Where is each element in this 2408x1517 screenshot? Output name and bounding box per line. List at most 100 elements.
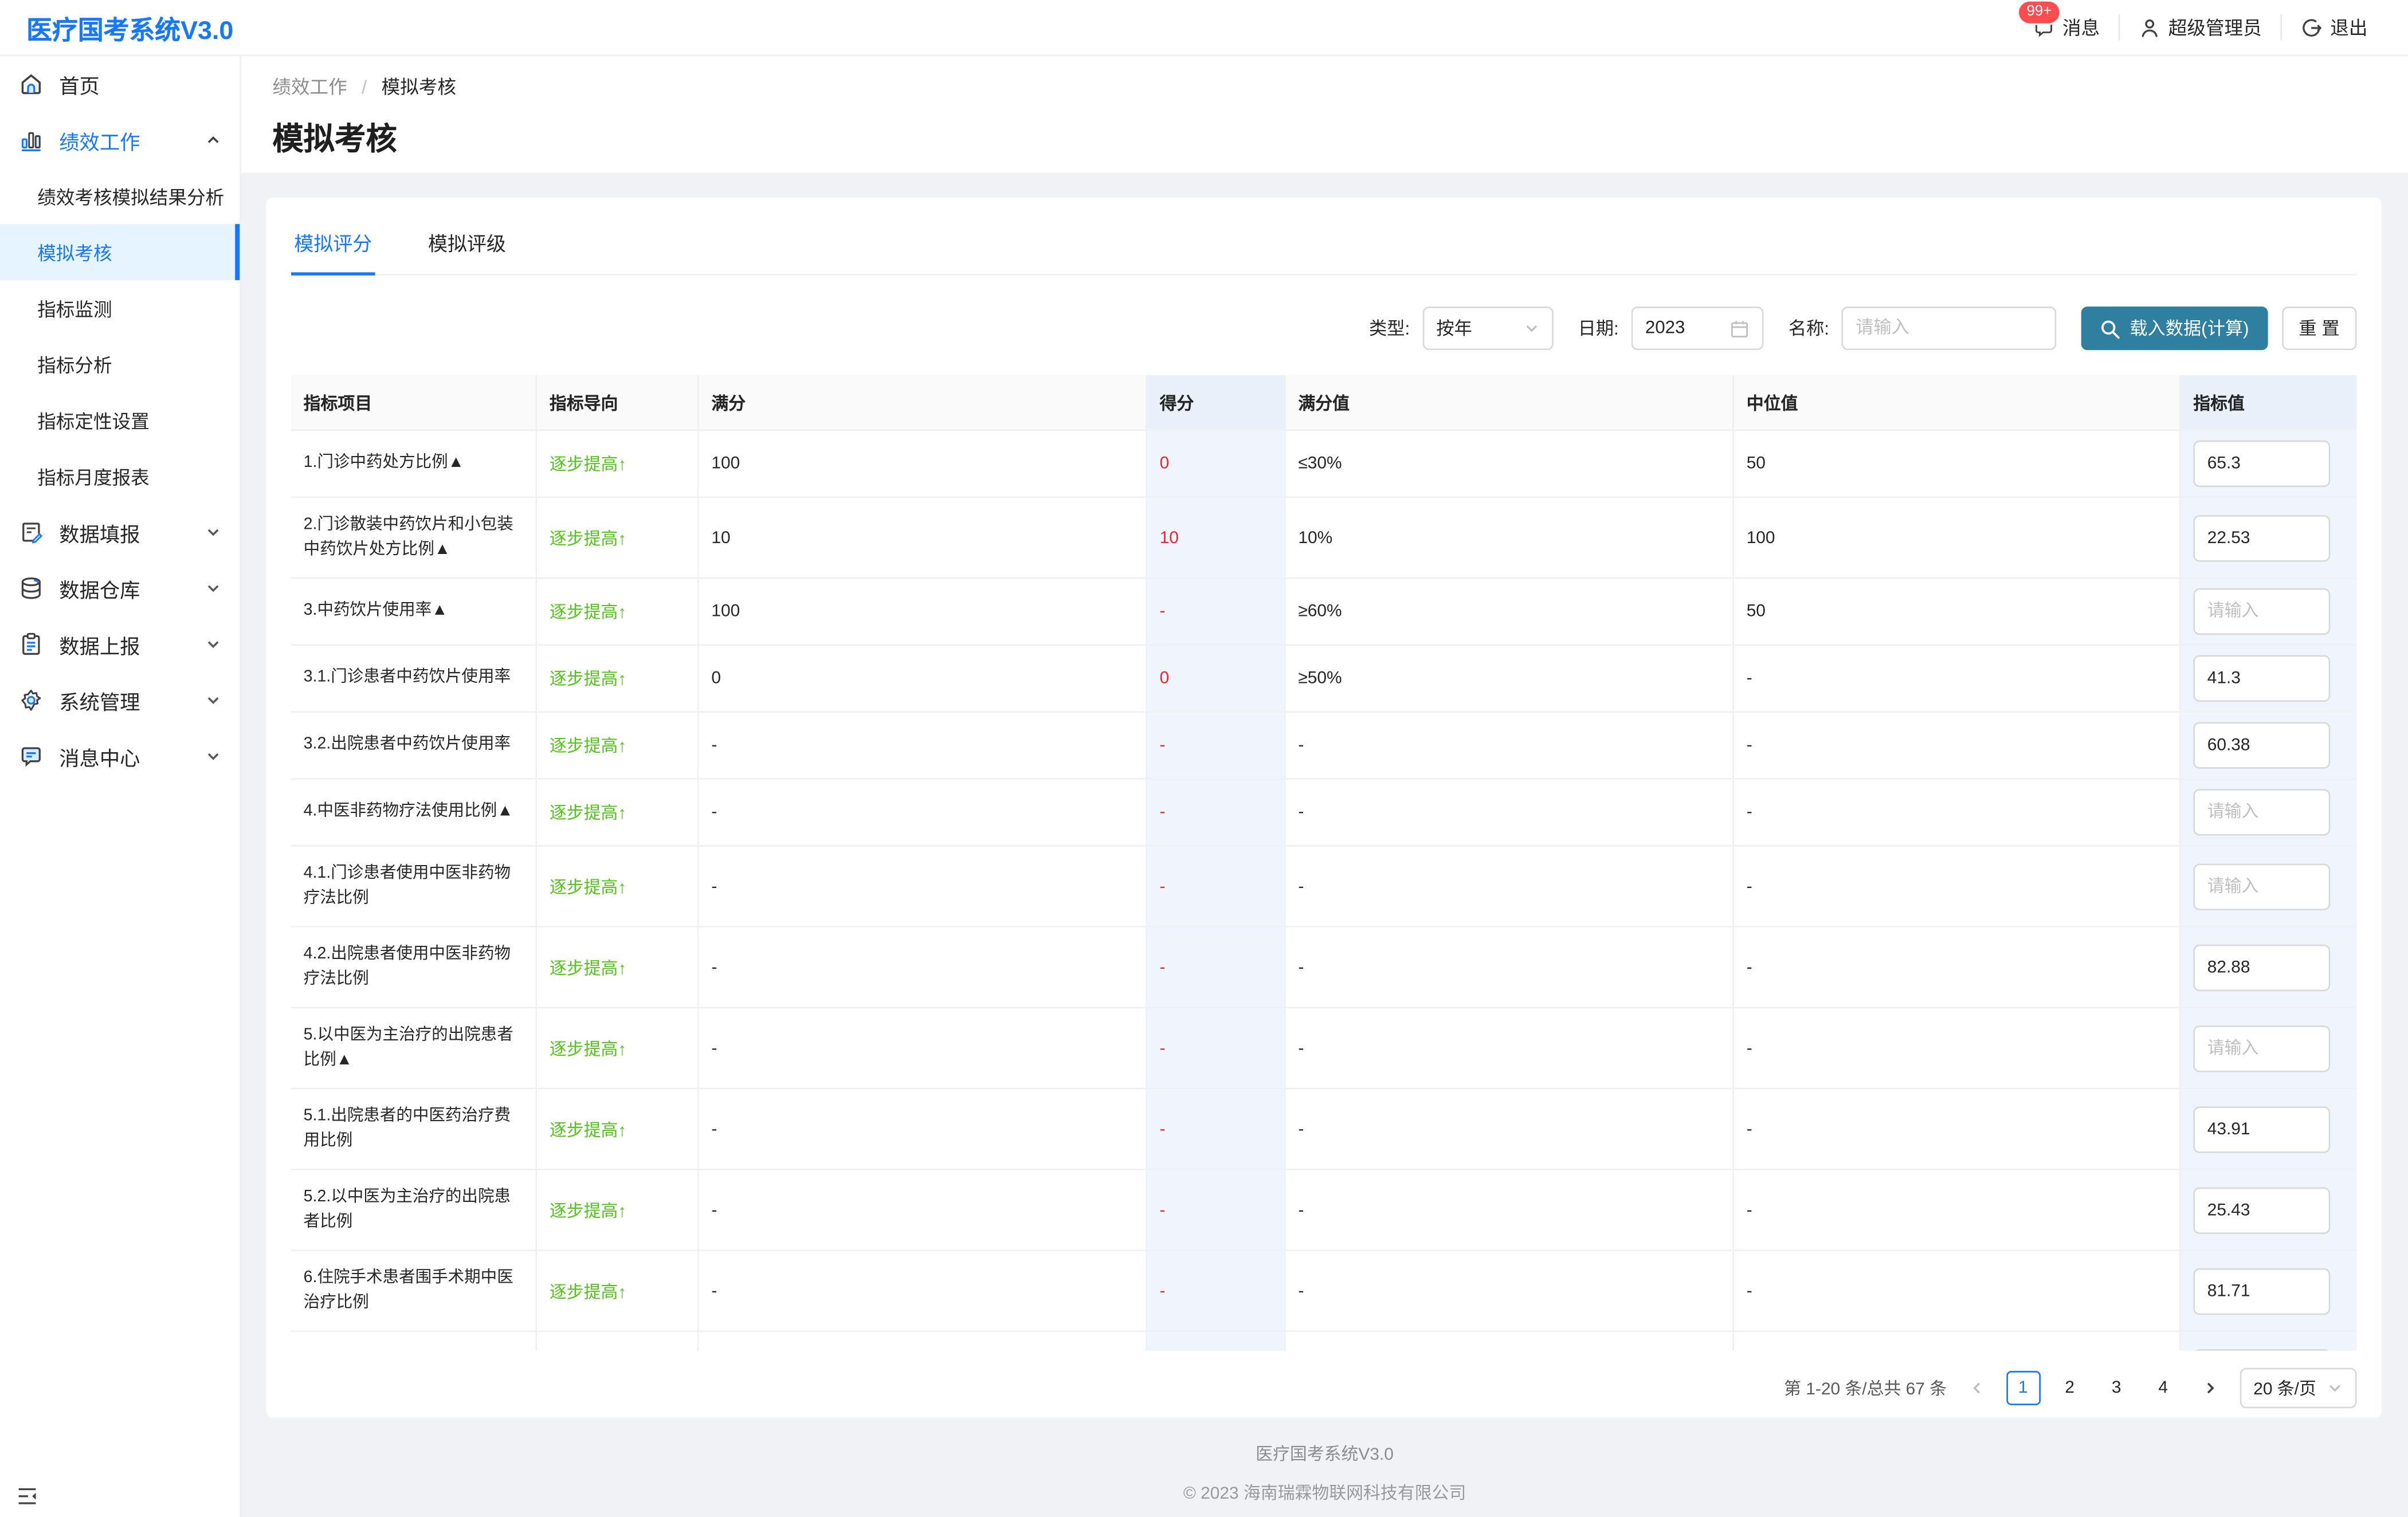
sidebar-item-label: 首页 xyxy=(59,74,100,97)
page-buttons: 1 2 3 4 xyxy=(2006,1371,2180,1405)
sidebar-item-message-center[interactable]: 消息中心 xyxy=(0,728,240,784)
indicator-value-input[interactable] xyxy=(2193,514,2331,561)
direction-text: 逐步提高↑ xyxy=(549,959,627,978)
sidebar-item-data-warehouse[interactable]: 数据仓库 xyxy=(0,560,240,616)
load-data-button[interactable]: 载入数据(计算) xyxy=(2081,306,2268,351)
full-value-text: - xyxy=(1298,1039,1304,1058)
sidebar-item-label: 绩效工作 xyxy=(59,129,140,154)
sidebar-submenu: 绩效考核模拟结果分析 模拟考核 指标监测 指标分析 指标定性设置 指标月度报表 xyxy=(0,168,240,504)
pagination: 第 1-20 条/总共 67 条 1 2 3 4 20 条/页 xyxy=(291,1367,2357,1409)
logout-label: 退出 xyxy=(2330,17,2368,39)
score-cell: - xyxy=(1147,579,1286,644)
full-score-value: - xyxy=(711,877,717,896)
table-row: 4.1.门诊患者使用中医非药物疗法比例 逐步提高↑ - - - - xyxy=(291,846,2357,928)
breadcrumb-parent[interactable]: 绩效工作 xyxy=(272,76,347,99)
indicator-value-input[interactable] xyxy=(2193,944,2331,991)
full-value-text: - xyxy=(1298,803,1304,822)
score-cell: - xyxy=(1147,1008,1286,1088)
indicator-name-cell: 3.2.出院患者中药饮片使用率 xyxy=(291,713,538,779)
full-value-cell: - xyxy=(1286,927,1734,1007)
sidebar-submenu-item[interactable]: 指标定性设置 xyxy=(0,392,240,449)
page-size-value: 20 条/页 xyxy=(2253,1380,2316,1399)
tab-simulated-scoring[interactable]: 模拟评分 xyxy=(291,217,375,276)
reset-button[interactable]: 重 置 xyxy=(2281,306,2357,351)
indicator-value-input[interactable] xyxy=(2193,789,2331,836)
sidebar-submenu-item[interactable]: 绩效考核模拟结果分析 xyxy=(0,168,240,224)
sidebar-submenu-label: 模拟考核 xyxy=(37,242,112,264)
indicator-value-input[interactable] xyxy=(2193,1186,2331,1233)
sidebar-submenu-item[interactable]: 指标月度报表 xyxy=(0,448,240,504)
sidebar-item-system-settings[interactable]: 系统管理 xyxy=(0,672,240,728)
direction-cell: 逐步提高↑ xyxy=(537,927,699,1007)
sidebar-item-home[interactable]: 首页 xyxy=(0,56,240,112)
table-row: 4.2.出院患者使用中医非药物疗法比例 逐步提高↑ - - - - xyxy=(291,927,2357,1009)
sidebar-item-data-report[interactable]: 数据上报 xyxy=(0,616,240,673)
sidebar-item-data-entry[interactable]: 数据填报 xyxy=(0,504,240,560)
sidebar-submenu-item[interactable]: 模拟考核 xyxy=(0,224,240,280)
full-value-cell: - xyxy=(1286,1170,1734,1250)
indicator-name-cell: 5.1.出院患者的中医药治疗费用比例 xyxy=(291,1089,538,1169)
indicator-value-input[interactable] xyxy=(2193,440,2331,488)
indicator-value-cell xyxy=(2180,927,2357,1007)
logout-button[interactable]: 退出 xyxy=(2280,14,2386,41)
footer-app-title: 医疗国考系统V3.0 xyxy=(1256,1445,1394,1465)
app-header: 医疗国考系统V3.0 99+ 消息 超级管理员 退出 xyxy=(0,0,2408,56)
indicator-value-input[interactable] xyxy=(2193,1348,2331,1351)
direction-cell xyxy=(537,1332,699,1351)
full-score-value: - xyxy=(711,1281,717,1300)
load-data-label: 载入数据(计算) xyxy=(2129,320,2249,340)
indicator-value-input[interactable] xyxy=(2193,1105,2331,1153)
direction-text: 逐步提高↑ xyxy=(549,603,627,623)
page-title: 模拟考核 xyxy=(272,123,397,158)
indicator-value-cell xyxy=(2180,1332,2357,1351)
previous-page-icon[interactable] xyxy=(1959,1371,1994,1405)
pagination-total: 第 1-20 条/总共 67 条 xyxy=(1784,1380,1947,1399)
date-picker[interactable]: 2023 xyxy=(1631,306,1764,351)
direction-text: 逐步提高↑ xyxy=(549,737,627,757)
indicator-name-cell: 4.1.门诊患者使用中医非药物疗法比例 xyxy=(291,846,538,926)
sidebar-submenu-label: 绩效考核模拟结果分析 xyxy=(37,186,225,208)
indicator-name: 4.2.出院患者使用中医非药物疗法比例 xyxy=(303,944,511,988)
indicator-value-input[interactable] xyxy=(2193,1024,2331,1072)
breadcrumb-separator: / xyxy=(362,76,367,99)
page-number: 1 xyxy=(2018,1378,2028,1398)
direction-text: 逐步提高↑ xyxy=(549,1202,627,1221)
sidebar-submenu-item[interactable]: 指标监测 xyxy=(0,280,240,336)
sidebar-item-performance[interactable]: 绩效工作 xyxy=(0,112,240,168)
page-size-select[interactable]: 20 条/页 xyxy=(2239,1367,2357,1409)
sidebar-item-label: 数据填报 xyxy=(59,522,140,546)
indicator-name: 3.2.出院患者中药饮片使用率 xyxy=(303,734,511,754)
indicator-value-input[interactable] xyxy=(2193,655,2331,702)
indicator-value-cell xyxy=(2180,498,2357,577)
indicator-value-cell xyxy=(2180,846,2357,926)
indicator-value-input[interactable] xyxy=(2193,1267,2331,1314)
median-cell: - xyxy=(1734,1170,2181,1250)
page-number-button[interactable]: 3 xyxy=(2099,1371,2134,1405)
type-select[interactable]: 按年 xyxy=(1422,306,1554,351)
direction-cell: 逐步提高↑ xyxy=(537,846,699,926)
next-page-icon[interactable] xyxy=(2193,1371,2227,1405)
chevron-down-icon xyxy=(206,693,221,708)
indicator-name-cell xyxy=(291,1332,538,1351)
clipboard-icon xyxy=(19,632,44,657)
full-value-text: ≤30% xyxy=(1298,454,1342,473)
indicator-value-cell xyxy=(2180,1008,2357,1088)
name-search-input[interactable] xyxy=(1841,306,2057,351)
sidebar-collapse-button[interactable] xyxy=(15,1484,39,1508)
user-menu[interactable]: 超级管理员 xyxy=(2118,14,2281,41)
direction-cell: 逐步提高↑ xyxy=(537,1170,699,1250)
indicator-value-input[interactable] xyxy=(2193,588,2331,635)
indicator-value-input[interactable] xyxy=(2193,722,2331,769)
indicator-name: 2.门诊散装中药饮片和小包装中药饮片处方比例▲ xyxy=(303,514,513,558)
page-number-button[interactable]: 2 xyxy=(2053,1371,2087,1405)
messages-menu[interactable]: 99+ 消息 xyxy=(2014,0,2119,40)
page-number-button[interactable]: 1 xyxy=(2006,1371,2041,1405)
full-score-value: - xyxy=(711,1039,717,1058)
indicator-name-cell: 6.住院手术患者围手术期中医治疗比例 xyxy=(291,1251,538,1331)
tab-simulated-rating[interactable]: 模拟评级 xyxy=(428,233,506,256)
indicator-name-cell: 4.2.出院患者使用中医非药物疗法比例 xyxy=(291,927,538,1007)
page-number-button[interactable]: 4 xyxy=(2146,1371,2180,1405)
direction-text: 逐步提高↑ xyxy=(549,878,627,897)
sidebar-submenu-item[interactable]: 指标分析 xyxy=(0,336,240,392)
indicator-value-input[interactable] xyxy=(2193,863,2331,910)
